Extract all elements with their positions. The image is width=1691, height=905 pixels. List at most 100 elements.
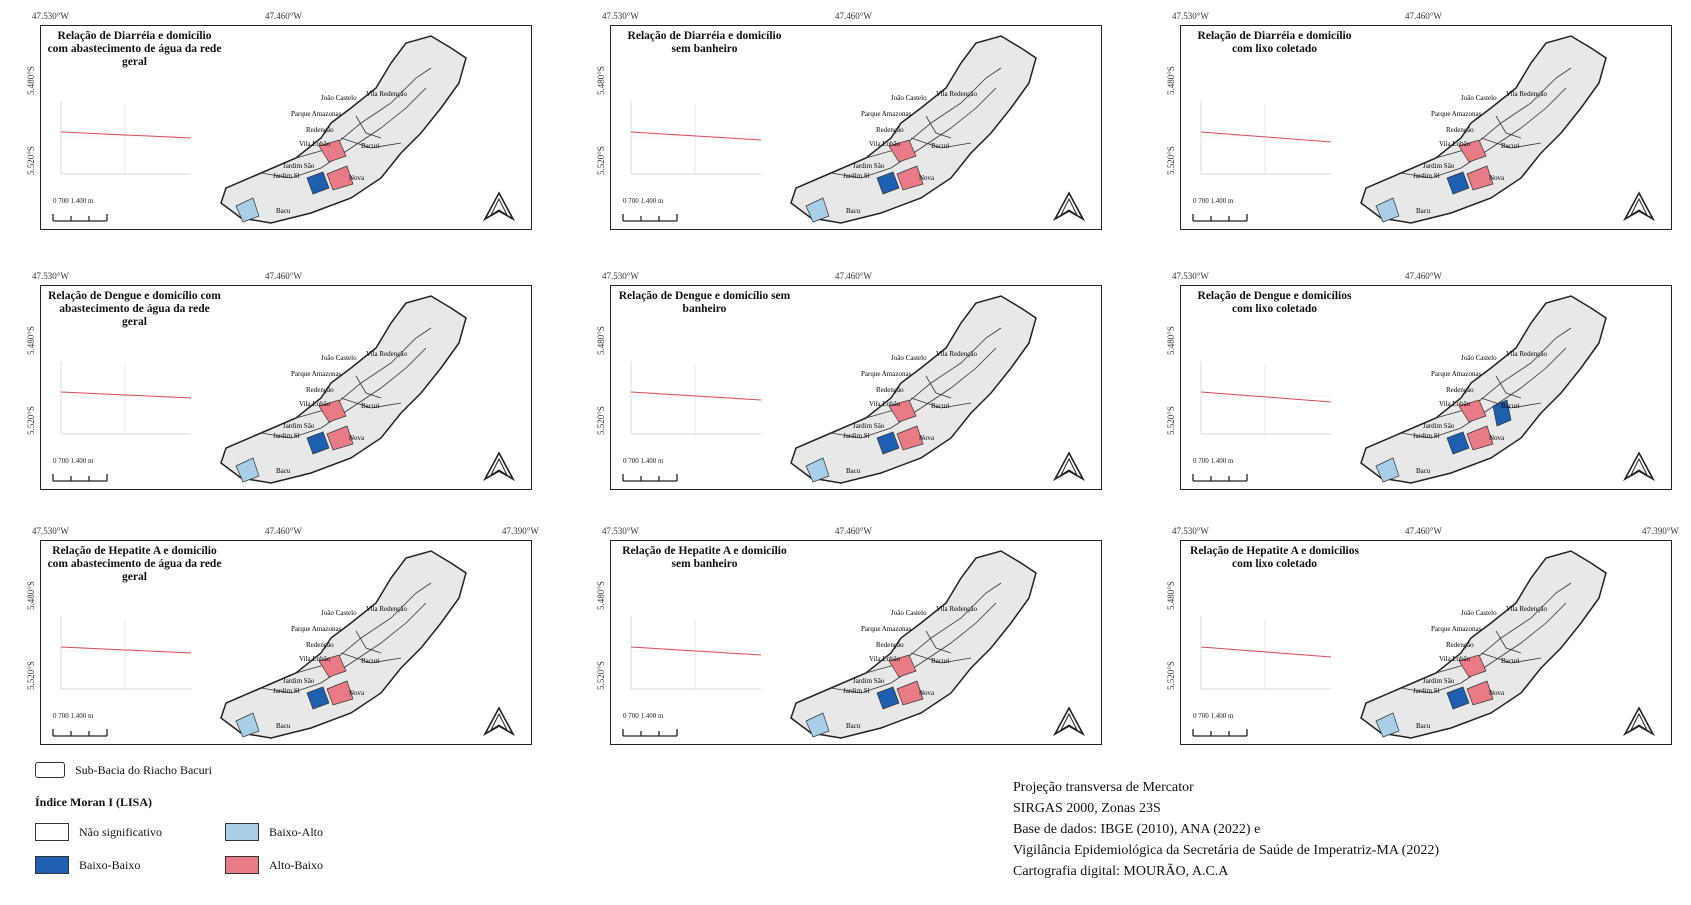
credit-data-source-2: Vigilância Epidemiológica da Secretária … bbox=[1013, 843, 1439, 858]
scale-bar bbox=[622, 729, 678, 737]
basin-map: João Castelo Vila Redenção Parque Amazonas… bbox=[1360, 35, 1607, 224]
lon-label-left: 47.530°W bbox=[32, 526, 69, 536]
lon-label-mid: 47.460°W bbox=[265, 526, 302, 536]
moran-scatterplot bbox=[60, 616, 192, 690]
svg-text:Redenção: Redenção bbox=[876, 386, 904, 394]
svg-text:Redenção: Redenção bbox=[876, 126, 904, 134]
svg-text:Bacuri: Bacuri bbox=[361, 142, 380, 150]
basin-swatch bbox=[35, 762, 65, 778]
lat-label-top: 5.480°S bbox=[26, 581, 36, 610]
svg-text:Nova: Nova bbox=[1489, 174, 1505, 182]
svg-text:Jardim Sl: Jardim Sl bbox=[1413, 687, 1440, 695]
svg-text:Bacuri: Bacuri bbox=[361, 402, 380, 410]
svg-text:Nova: Nova bbox=[1489, 689, 1505, 697]
svg-text:Bacuri: Bacuri bbox=[931, 142, 950, 150]
svg-text:Vila Redenção: Vila Redenção bbox=[936, 350, 977, 358]
scale-bar bbox=[52, 729, 108, 737]
north-arrow-icon bbox=[1053, 451, 1085, 481]
svg-text:Jardim São: Jardim São bbox=[1423, 162, 1455, 170]
scale-bar bbox=[1192, 729, 1248, 737]
svg-text:João Castelo: João Castelo bbox=[891, 609, 927, 617]
basin-map: João Castelo Vila Redenção Parque Amazonas… bbox=[790, 295, 1037, 484]
lon-label-mid: 47.460°W bbox=[1405, 271, 1442, 281]
svg-text:Vila Redenção: Vila Redenção bbox=[936, 90, 977, 98]
north-arrow-icon bbox=[483, 706, 515, 736]
map-panel: Relação de Dengue e domicílio com abaste… bbox=[40, 285, 532, 490]
moran-scatterplot bbox=[630, 616, 762, 690]
svg-text:Vila Lobão: Vila Lobão bbox=[869, 400, 901, 408]
svg-text:Vila Lobão: Vila Lobão bbox=[299, 400, 331, 408]
svg-text:Parque Amazonas: Parque Amazonas bbox=[1431, 625, 1482, 633]
moran-scatterplot bbox=[60, 361, 192, 435]
svg-text:Bacuri: Bacuri bbox=[361, 657, 380, 665]
legend-low-low-label: Baixo-Baixo bbox=[79, 857, 141, 872]
svg-text:Redenção: Redenção bbox=[1446, 386, 1474, 394]
lat-label-bottom: 5.520°S bbox=[596, 146, 606, 175]
scale-label: 0 700 1.400 m bbox=[623, 197, 664, 205]
svg-text:Parque Amazonas: Parque Amazonas bbox=[291, 370, 342, 378]
svg-text:Jardim Sl: Jardim Sl bbox=[1413, 172, 1440, 180]
legend-basin: Sub-Bacia do Riacho Bacuri bbox=[35, 762, 212, 778]
moran-scatterplot bbox=[1200, 361, 1332, 435]
svg-text:Vila Redenção: Vila Redenção bbox=[366, 605, 407, 613]
svg-text:Jardim São: Jardim São bbox=[283, 422, 315, 430]
lon-label-left: 47.530°W bbox=[1172, 526, 1209, 536]
scale-bar bbox=[1192, 474, 1248, 482]
lat-label-top: 5.480°S bbox=[596, 326, 606, 355]
svg-text:Nova: Nova bbox=[349, 174, 365, 182]
svg-text:Vila Lobão: Vila Lobão bbox=[299, 655, 331, 663]
low-high-swatch bbox=[225, 823, 259, 841]
legend-title: Índice Moran I (LISA) bbox=[35, 795, 153, 809]
lat-label-top: 5.480°S bbox=[1166, 66, 1176, 95]
panel-title: Relação de Hepatite A e domicílio com ab… bbox=[47, 545, 222, 583]
svg-text:Bacu: Bacu bbox=[846, 207, 861, 215]
lon-label-left: 47.530°W bbox=[602, 11, 639, 21]
north-arrow-icon bbox=[1053, 706, 1085, 736]
svg-text:Jardim Sl: Jardim Sl bbox=[273, 172, 300, 180]
lon-label-left: 47.530°W bbox=[602, 271, 639, 281]
lat-label-top: 5.480°S bbox=[596, 66, 606, 95]
svg-text:Nova: Nova bbox=[919, 174, 935, 182]
svg-text:Jardim Sl: Jardim Sl bbox=[843, 172, 870, 180]
lat-label-bottom: 5.520°S bbox=[26, 406, 36, 435]
lat-label-top: 5.480°S bbox=[26, 66, 36, 95]
svg-text:Nova: Nova bbox=[919, 689, 935, 697]
panel-title: Relação de Diarréia e domicílio com abas… bbox=[47, 30, 222, 68]
lon-label-right: 47.390°W bbox=[1642, 526, 1679, 536]
lat-label-top: 5.480°S bbox=[26, 326, 36, 355]
svg-text:Vila Lobão: Vila Lobão bbox=[869, 140, 901, 148]
low-low-swatch bbox=[35, 856, 69, 874]
panel-title: Relação de Dengue e domicílio sem banhei… bbox=[618, 290, 791, 315]
panel-title: Relação de Diarréia e domicílio com lixo… bbox=[1197, 30, 1352, 55]
svg-text:Vila Lobão: Vila Lobão bbox=[299, 140, 331, 148]
svg-text:Vila Redenção: Vila Redenção bbox=[936, 605, 977, 613]
credit-projection: Projeção transversa de Mercator bbox=[1013, 780, 1194, 795]
high-low-swatch bbox=[225, 856, 259, 874]
svg-text:Jardim São: Jardim São bbox=[853, 422, 885, 430]
svg-text:Redenção: Redenção bbox=[876, 641, 904, 649]
map-panel: Relação de Diarréia e domicílio com lixo… bbox=[1180, 25, 1672, 230]
lat-label-bottom: 5.520°S bbox=[596, 406, 606, 435]
panel-title: Relação de Hepatite A e domicílios com l… bbox=[1190, 545, 1359, 570]
svg-text:Vila Lobão: Vila Lobão bbox=[1439, 400, 1471, 408]
basin-map: João Castelo Vila Redenção Parque Amazonas… bbox=[1360, 295, 1607, 484]
panel-title: Relação de Diarréia e domicílio sem banh… bbox=[627, 30, 782, 55]
map-panel: Relação de Hepatite A e domicílios com l… bbox=[1180, 540, 1672, 745]
scale-bar bbox=[52, 214, 108, 222]
scale-bar bbox=[622, 474, 678, 482]
svg-text:Nova: Nova bbox=[349, 434, 365, 442]
svg-text:Parque Amazonas: Parque Amazonas bbox=[861, 625, 912, 633]
svg-text:Parque Amazonas: Parque Amazonas bbox=[861, 110, 912, 118]
svg-text:Vila Redenção: Vila Redenção bbox=[366, 350, 407, 358]
svg-text:Vila Redenção: Vila Redenção bbox=[1506, 350, 1547, 358]
svg-text:Bacu: Bacu bbox=[846, 722, 861, 730]
legend-high-low: Alto-Baixo bbox=[225, 856, 323, 874]
svg-text:Jardim Sl: Jardim Sl bbox=[1413, 432, 1440, 440]
map-panel: Relação de Diarréia e domicílio sem banh… bbox=[610, 25, 1102, 230]
map-panel: Relação de Hepatite A e domicílio com ab… bbox=[40, 540, 532, 745]
svg-text:Redenção: Redenção bbox=[306, 126, 334, 134]
svg-text:Redenção: Redenção bbox=[1446, 641, 1474, 649]
panel-title: Relação de Dengue e domicílio com abaste… bbox=[48, 290, 221, 328]
scale-label: 0 700 1.400 m bbox=[623, 712, 664, 720]
legend-low-high-label: Baixo-Alto bbox=[269, 824, 323, 839]
